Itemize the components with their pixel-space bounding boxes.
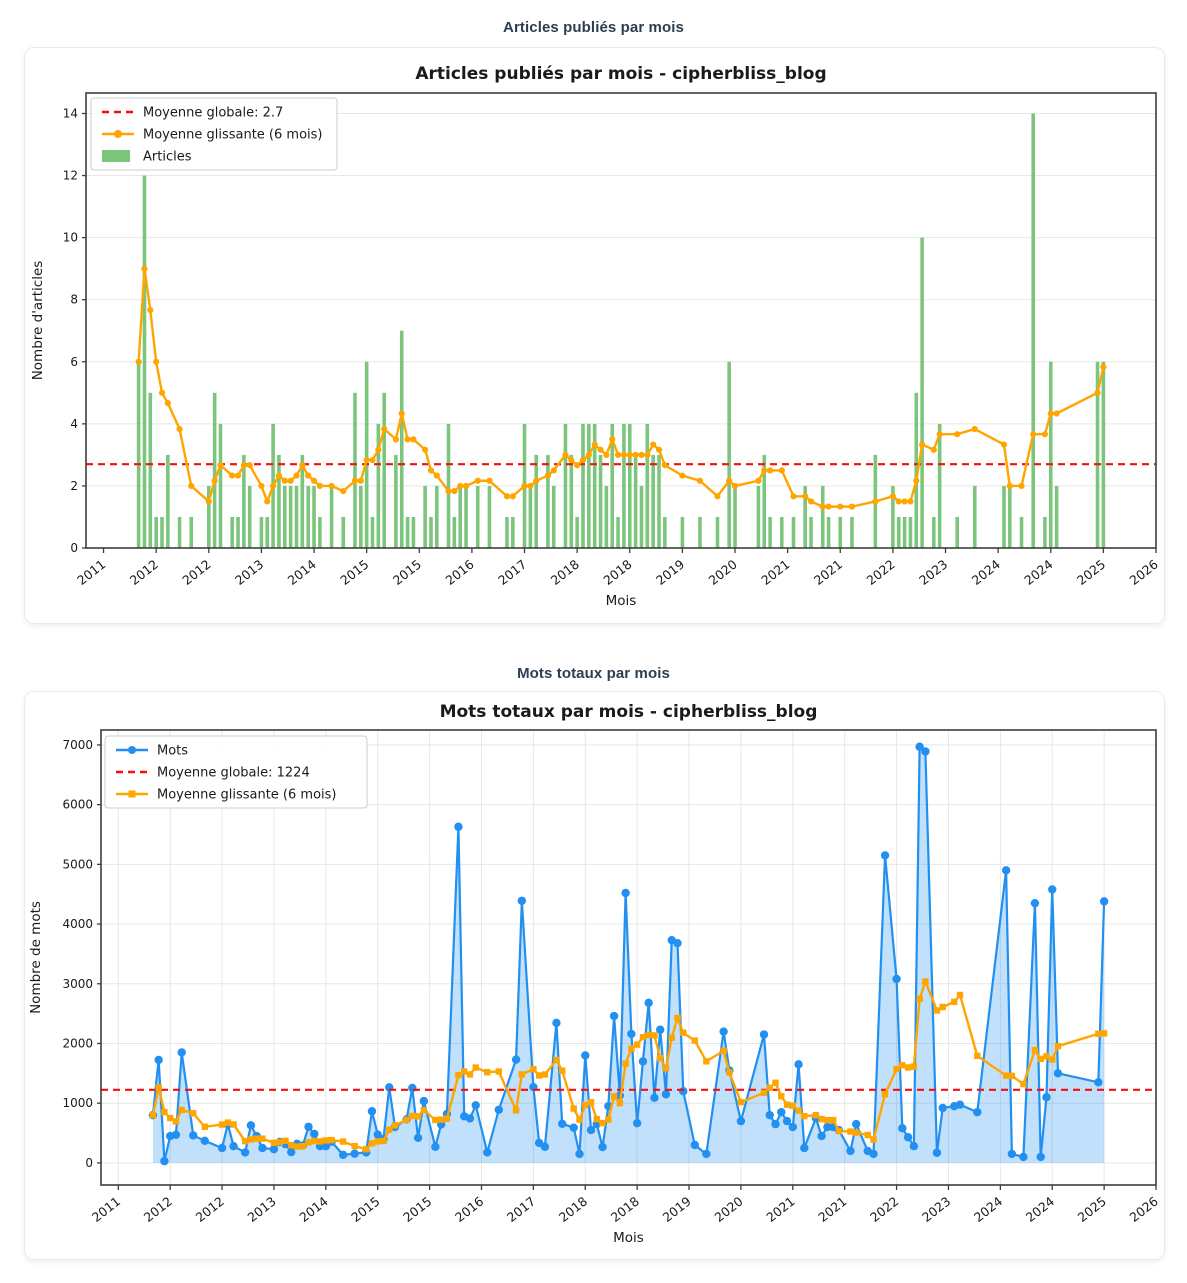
svg-text:7000: 7000	[62, 738, 93, 752]
svg-text:8: 8	[70, 293, 78, 307]
y-axis-label: Nombre de mots	[28, 901, 44, 1014]
svg-text:2017: 2017	[504, 1194, 538, 1225]
svg-text:2024: 2024	[969, 557, 1003, 588]
svg-text:2021: 2021	[815, 1194, 849, 1225]
svg-text:0: 0	[85, 1156, 93, 1170]
svg-text:2012: 2012	[127, 557, 161, 588]
svg-text:3000: 3000	[62, 977, 93, 991]
chart-title: Mots totaux par mois - cipherbliss_blog	[440, 702, 818, 722]
y-axis-label: Nombre d'articles	[30, 261, 46, 381]
svg-text:2021: 2021	[811, 557, 845, 588]
svg-text:2018: 2018	[608, 1194, 642, 1225]
section-header-articles: Articles publiés par mois	[503, 19, 684, 36]
svg-text:4: 4	[70, 417, 78, 431]
svg-text:Articles: Articles	[143, 150, 192, 165]
svg-text:2016: 2016	[442, 557, 476, 588]
svg-text:2011: 2011	[89, 1194, 123, 1225]
svg-text:2019: 2019	[660, 1194, 694, 1225]
svg-text:2012: 2012	[141, 1194, 175, 1225]
svg-text:2024: 2024	[971, 1194, 1005, 1225]
svg-text:2025: 2025	[1074, 557, 1108, 588]
svg-text:Moyenne glissante (6 mois): Moyenne glissante (6 mois)	[143, 128, 322, 143]
svg-text:14: 14	[63, 106, 78, 120]
mots-chart-card: 0 1000 2000 3000 4000 5000 6000 7000 2011 2012 201…	[24, 691, 1165, 1260]
svg-text:2023: 2023	[919, 1194, 953, 1225]
plot-frame	[100, 729, 1157, 1186]
svg-text:2018: 2018	[600, 557, 634, 588]
svg-text:2011: 2011	[74, 557, 108, 588]
chart-title: Articles publiés par mois - cipherbliss_…	[415, 64, 826, 84]
svg-text:6000: 6000	[62, 798, 93, 812]
section-header-mots: Mots totaux par mois	[517, 665, 670, 682]
svg-text:2: 2	[70, 479, 78, 493]
svg-text:2018: 2018	[548, 557, 582, 588]
y-axis: 0 2 4 6 8 10 12 14	[63, 106, 86, 555]
svg-text:2013: 2013	[244, 1194, 278, 1225]
gridlines	[86, 112, 1156, 549]
svg-text:Moyenne globale: 2.7: Moyenne globale: 2.7	[143, 106, 283, 121]
svg-text:1000: 1000	[62, 1096, 93, 1110]
svg-text:2026: 2026	[1127, 1194, 1161, 1225]
svg-text:2015: 2015	[390, 557, 424, 588]
rolling-mean-line	[149, 978, 1108, 1153]
svg-text:6: 6	[70, 355, 78, 369]
svg-text:2022: 2022	[863, 557, 897, 588]
svg-text:Mots: Mots	[157, 744, 188, 759]
svg-text:2022: 2022	[867, 1194, 901, 1225]
svg-text:10: 10	[63, 231, 78, 245]
svg-text:2021: 2021	[758, 557, 792, 588]
svg-text:2017: 2017	[495, 557, 529, 588]
svg-text:2018: 2018	[556, 1194, 590, 1225]
svg-text:2026: 2026	[1127, 557, 1161, 588]
plot-frame	[85, 92, 1157, 549]
words-area	[148, 742, 1109, 1166]
svg-text:2016: 2016	[452, 1194, 486, 1225]
x-axis: 2011 2012 2012 2013 2014 2015 2015 2016 2017 2018…	[89, 1185, 1161, 1225]
svg-text:2015: 2015	[348, 1194, 382, 1225]
svg-text:2015: 2015	[400, 1194, 434, 1225]
svg-text:2021: 2021	[763, 1194, 797, 1225]
x-axis-label: Mois	[613, 1230, 644, 1246]
svg-text:2023: 2023	[916, 557, 950, 588]
svg-text:2020: 2020	[711, 1194, 745, 1225]
svg-text:4000: 4000	[62, 917, 93, 931]
svg-text:2014: 2014	[296, 1194, 330, 1225]
svg-text:2012: 2012	[193, 1194, 227, 1225]
svg-text:Moyenne globale: 1224: Moyenne globale: 1224	[157, 766, 310, 781]
svg-text:2019: 2019	[653, 557, 687, 588]
svg-text:2013: 2013	[232, 557, 266, 588]
articles-bars	[136, 113, 1106, 548]
svg-text:2014: 2014	[285, 557, 319, 588]
legend: Mots Moyenne globale: 1224 Moyenne glissan…	[104, 735, 368, 809]
svg-text:2025: 2025	[1075, 1194, 1109, 1225]
svg-text:2020: 2020	[706, 557, 740, 588]
svg-text:Moyenne glissante (6 mois): Moyenne glissante (6 mois)	[157, 788, 336, 803]
x-axis-label: Mois	[606, 593, 637, 609]
y-axis: 0 1000 2000 3000 4000 5000 6000 7000	[62, 738, 101, 1170]
legend: Moyenne globale: 2.7 Moyenne glissante (6…	[90, 97, 338, 171]
svg-text:2012: 2012	[179, 557, 213, 588]
svg-text:2024: 2024	[1023, 1194, 1057, 1225]
svg-text:5000: 5000	[62, 857, 93, 871]
svg-text:2015: 2015	[337, 557, 371, 588]
svg-text:2024: 2024	[1021, 557, 1055, 588]
articles-chart-card: 0 2 4 6 8 10 12 14 2011 2012 2012 2013 2014 2015 2015 2…	[24, 47, 1165, 624]
svg-text:2000: 2000	[62, 1036, 93, 1050]
x-axis: 2011 2012 2012 2013 2014 2015 2015 2016 2017 2018…	[74, 548, 1161, 588]
rolling-mean-line	[135, 265, 1107, 510]
svg-text:12: 12	[63, 169, 78, 183]
svg-text:0: 0	[70, 541, 78, 555]
